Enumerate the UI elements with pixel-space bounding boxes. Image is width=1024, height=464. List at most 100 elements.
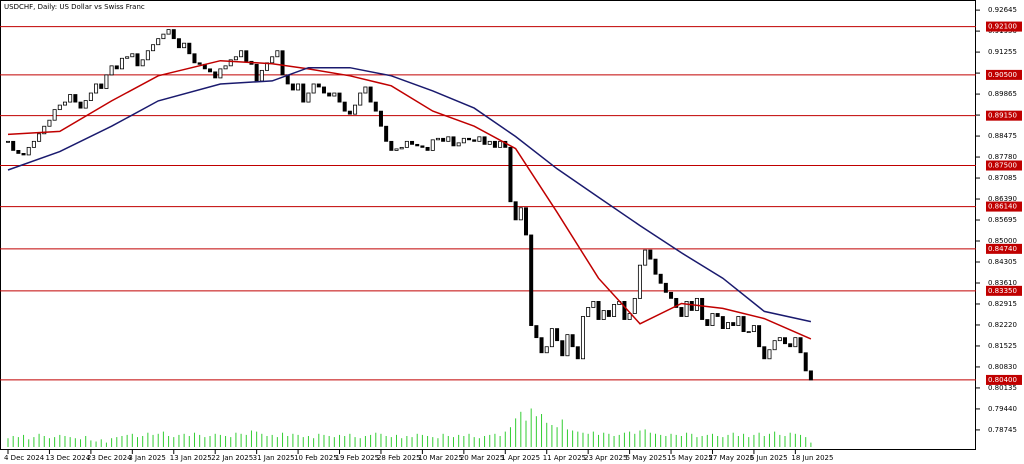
candle (187, 42, 192, 55)
candle (736, 316, 741, 326)
candle (301, 83, 306, 103)
candle (601, 310, 606, 320)
candle (430, 139, 435, 151)
candle (425, 146, 430, 151)
candle (420, 145, 425, 148)
candle (233, 56, 238, 61)
candle (389, 140, 394, 151)
candle (404, 140, 409, 148)
candle (648, 249, 653, 260)
candle (384, 125, 389, 142)
x-tick-label: 13 Jan 2025 (170, 454, 212, 462)
candle (586, 307, 591, 317)
candle (296, 83, 301, 91)
candle (580, 316, 585, 360)
moving-average (7, 66, 812, 323)
candle (151, 44, 156, 52)
candle (694, 297, 699, 311)
candle (399, 146, 404, 150)
x-tick-label: 11 Apr 2025 (543, 454, 586, 462)
candle (575, 346, 580, 360)
candle (441, 137, 446, 142)
y-tick-label: 0.84305 (988, 258, 1017, 266)
candle (539, 337, 544, 354)
candle (456, 142, 461, 147)
candle (130, 53, 135, 58)
candle (435, 137, 440, 141)
candle (746, 331, 751, 334)
y-tick-label: 0.87085 (988, 174, 1017, 182)
candle (498, 140, 503, 148)
candle (197, 62, 202, 65)
candle (669, 291, 674, 299)
candle (767, 349, 772, 360)
candle (705, 319, 710, 326)
candle (565, 334, 570, 357)
level-label: 0.89150 (988, 112, 1017, 120)
x-tick-label: 5 May 2025 (626, 454, 667, 462)
candle (555, 328, 560, 342)
candle (415, 143, 420, 147)
candle (788, 343, 793, 348)
candle (6, 140, 11, 143)
candle (316, 83, 321, 88)
candle (487, 140, 492, 145)
candle (347, 110, 352, 115)
x-tick-label: 10 Feb 2025 (294, 454, 338, 462)
candle (332, 92, 337, 97)
level-tag (986, 21, 1022, 32)
y-tick-label: 0.81525 (988, 342, 1017, 350)
candle (710, 313, 715, 326)
candle (772, 340, 777, 351)
candle (57, 104, 62, 111)
candle (492, 140, 497, 148)
candle (192, 53, 197, 64)
candle (700, 297, 705, 320)
x-tick-label: 6 Jun 2025 (750, 454, 788, 462)
candle (109, 65, 114, 76)
level-tag (986, 69, 1022, 80)
y-tick-label: 0.80135 (988, 384, 1017, 392)
candle (239, 50, 244, 58)
candle (446, 136, 451, 142)
x-tick-label: 23 Dec 2024 (87, 454, 132, 462)
y-tick-label: 0.91255 (988, 48, 1017, 56)
candle (311, 83, 316, 94)
candle (549, 328, 554, 348)
candle (757, 325, 762, 348)
candle (606, 310, 611, 317)
level-label: 0.80400 (988, 376, 1017, 384)
moving-average (7, 59, 812, 340)
candle (637, 264, 642, 299)
level-tag (986, 243, 1022, 254)
candle (544, 346, 549, 354)
candle (42, 125, 47, 135)
candle (363, 86, 368, 94)
candle (472, 139, 477, 142)
level-label: 0.84740 (988, 245, 1017, 253)
candle (741, 316, 746, 333)
candle (451, 136, 456, 147)
candle (171, 29, 176, 40)
candle (104, 74, 109, 89)
candle (62, 101, 67, 106)
candle (337, 92, 342, 103)
x-tick-label: 15 May 2025 (667, 454, 713, 462)
candle (327, 92, 332, 97)
candle (560, 340, 565, 357)
y-tick-label: 0.82220 (988, 321, 1017, 329)
chart-frame (0, 0, 976, 450)
candle (125, 56, 130, 59)
candle (720, 316, 725, 329)
candle (513, 201, 518, 221)
candle (679, 307, 684, 317)
candle (663, 282, 668, 293)
candle (119, 57, 124, 70)
candle (11, 140, 16, 151)
candle (99, 83, 104, 89)
x-tick-label: 10 Mar 2025 (418, 454, 462, 462)
candle (218, 68, 223, 79)
x-tick-label: 31 Jan 2025 (253, 454, 295, 462)
candle (223, 65, 228, 70)
candle (166, 29, 171, 35)
